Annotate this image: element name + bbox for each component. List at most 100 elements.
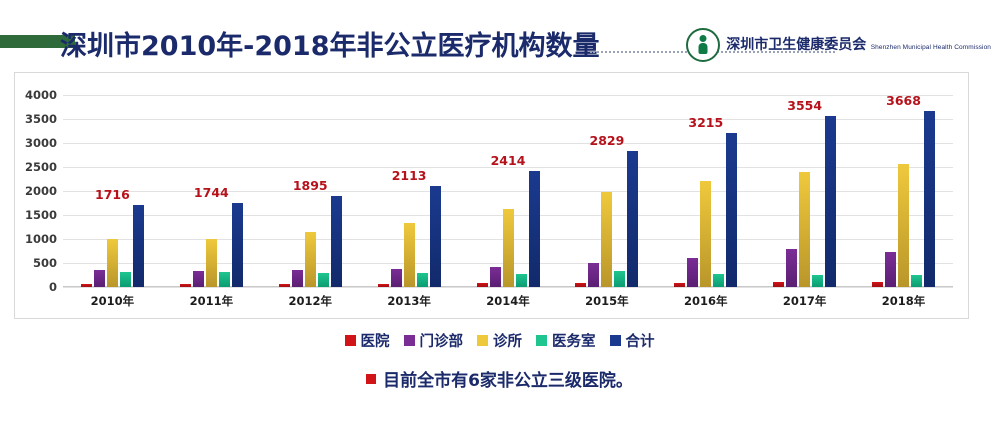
x-axis-category-label: 2015年 [585,294,629,308]
bar-医务室[interactable] [812,275,824,287]
bar-set [162,95,261,287]
bar-set [63,95,162,287]
bar-value-label: 3668 [886,92,921,108]
x-axis-category-label: 2013年 [387,294,431,308]
bar-门诊部[interactable] [489,266,501,287]
x-axis-category-label: 2012年 [288,294,332,308]
legend-item-门诊部[interactable]: 门诊部 [403,330,464,351]
bar-value-label: 3554 [787,98,823,114]
bar-合计[interactable] [924,110,936,287]
logo-text-block: 深圳市卫生健康委员会 Shenzhen Municipal Health Com… [726,37,991,54]
chart-legend: 医院 门诊部 诊所 医务室 合计 [0,330,999,351]
gridline [63,191,953,192]
bar-医院[interactable] [80,284,92,287]
bar-门诊部[interactable] [588,263,600,287]
gridline [63,167,953,168]
y-axis-tick: 0 [48,280,57,294]
bar-医院[interactable] [476,283,488,287]
bar-医院[interactable] [179,284,191,287]
bar-医务室[interactable] [317,272,329,287]
bar-医务室[interactable] [416,273,428,287]
x-axis-category-label: 2011年 [189,294,234,308]
bar-group: 1895 2012年 [261,95,360,308]
bar-合计[interactable] [726,132,738,287]
bar-诊所[interactable] [700,180,712,287]
legend-item-诊所[interactable]: 诊所 [477,330,522,351]
legend-label: 门诊部 [419,334,464,350]
bar-医院[interactable] [575,283,587,287]
bar-group: 3668 2018年 [854,92,953,308]
bar-group: 1716 2010年 [63,95,162,308]
bar-医务室[interactable] [218,271,230,287]
bar-门诊部[interactable] [390,269,402,287]
bar-value-label: 2113 [391,167,427,183]
bar-医院[interactable] [773,282,785,287]
bar-门诊部[interactable] [93,270,105,287]
bar-group: 2113 2013年 [360,95,459,308]
y-axis-tick: 500 [32,256,57,270]
bar-诊所[interactable] [403,222,415,287]
legend-swatch-icon [477,335,488,346]
y-axis-tick: 3000 [24,136,57,150]
bar-医务室[interactable] [119,271,131,287]
bar-groups: 1716 2010年 1744 2011年 1895 2012年 2113 2013年 2414… [63,92,953,308]
y-axis-tick: 3500 [24,112,57,126]
legend-swatch-icon [403,335,415,346]
bar-医务室[interactable] [614,271,626,287]
gridline [63,95,953,96]
bar-set [261,95,360,287]
x-axis-category-label: 2010年 [90,294,135,308]
bar-value-label: 2414 [490,153,526,169]
footnote: 目前全市有6家非公立三级医院。 [0,366,999,391]
bar-诊所[interactable] [601,192,613,287]
bar-set [459,95,558,287]
legend-item-合计[interactable]: 合计 [609,330,655,351]
bar-医院[interactable] [377,283,389,287]
bar-合计[interactable] [825,116,837,287]
bar-value-label: 1744 [193,185,229,201]
gridline [63,143,953,144]
bar-门诊部[interactable] [687,257,699,287]
bar-门诊部[interactable] [291,270,303,287]
bar-group: 2829 2015年 [557,95,656,308]
organization-logo: 深圳市卫生健康委员会 Shenzhen Municipal Health Com… [686,28,991,62]
bar-门诊部[interactable] [192,271,204,287]
gridline [63,287,953,288]
bar-诊所[interactable] [106,239,118,287]
legend-label: 合计 [625,334,655,350]
bar-value-label: 1716 [95,186,130,202]
bar-合计[interactable] [528,171,540,287]
bar-医务室[interactable] [911,275,923,287]
bar-医院[interactable] [872,282,884,287]
bar-诊所[interactable] [502,209,514,287]
bar-set [360,95,459,287]
bar-医务室[interactable] [713,273,725,287]
bar-合计[interactable] [132,204,144,287]
bar-诊所[interactable] [304,231,316,287]
bar-医院[interactable] [674,282,686,287]
bar-合计[interactable] [627,151,639,287]
y-axis-tick: 1000 [24,232,57,246]
bar-value-label: 1895 [292,178,328,194]
page-title: 深圳市2010年-2018年非公立医疗机构数量 [60,31,600,62]
bar-门诊部[interactable] [786,248,798,287]
bar-合计[interactable] [231,203,243,287]
bar-value-label: 2829 [589,133,625,149]
x-axis-category-label: 2016年 [684,294,728,308]
bar-诊所[interactable] [799,171,811,287]
footnote-text: 目前全市有6家非公立三级医院。 [383,371,633,391]
legend-item-医务室[interactable]: 医务室 [536,330,596,351]
bar-医务室[interactable] [515,274,527,287]
bar-门诊部[interactable] [885,251,897,287]
legend-label: 医院 [360,334,390,350]
bar-合计[interactable] [330,196,342,287]
legend-swatch-icon [536,335,547,346]
x-axis-category-label: 2014年 [486,294,530,308]
bar-set [656,95,755,287]
legend-item-医院[interactable]: 医院 [344,330,390,351]
bar-诊所[interactable] [205,238,217,287]
bar-group: 2414 2014年 [459,95,558,308]
bar-诊所[interactable] [898,163,910,287]
bar-合计[interactable] [429,185,441,287]
bar-医院[interactable] [278,283,290,287]
